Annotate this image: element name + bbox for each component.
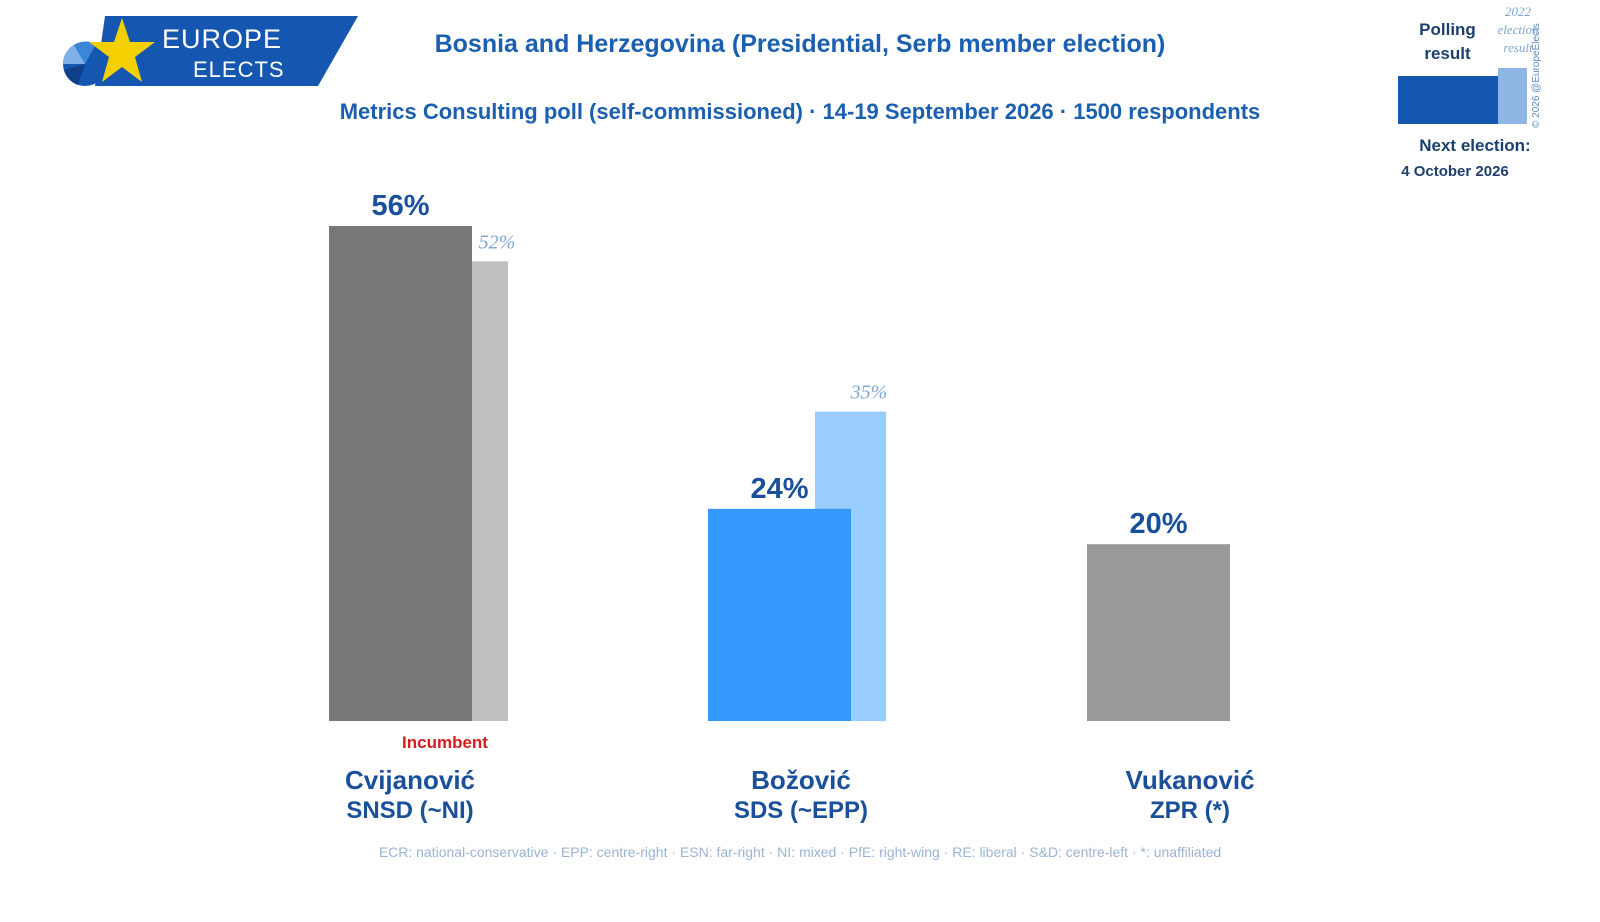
candidate-party: ZPR (*) (1150, 797, 1230, 824)
candidate-label-bozovic: Božović SDS (~EPP) (691, 764, 911, 826)
logo-text-elects: ELECTS (193, 57, 285, 82)
candidate-party: SNSD (~NI) (346, 797, 474, 824)
logo-text-europe: EUROPE (162, 24, 283, 54)
legend-polling-swatch (1398, 76, 1498, 124)
legend-polling-label: Polling result (1419, 20, 1476, 63)
bar-poll-bozovic (708, 508, 851, 721)
chart-title: Bosnia and Herzegovina (Presidential, Se… (434, 30, 1166, 58)
label-poll-vukanovic: 20% (1129, 508, 1187, 540)
next-election-label: Next election: (1419, 136, 1531, 155)
candidate-name: Vukanović (1125, 765, 1255, 795)
chart-subtitle: Metrics Consulting poll (self-commission… (339, 99, 1261, 124)
legend: Polling result 2022 election result © 20… (1398, 0, 1585, 200)
bar-poll-vukanovic (1087, 544, 1230, 721)
candidate-name: Cvijanović (344, 765, 476, 795)
incumbent-label: Incumbent (402, 733, 488, 752)
label-poll-bozovic: 24% (750, 473, 808, 505)
candidate-name: Božović (751, 765, 851, 795)
label-previous-cvijanovic: 52% (479, 231, 516, 253)
legend-result-swatch (1498, 68, 1527, 124)
bar-poll-cvijanovic (329, 225, 472, 721)
next-election-date: 4 October 2026 (1401, 163, 1509, 180)
label-poll-cvijanovic: 56% (371, 190, 429, 222)
candidate-label-vukanovic: Vukanović ZPR (*) (1080, 764, 1300, 826)
logo-graphic (63, 16, 358, 86)
party-group-footnote: ECR: national-conservative · EPP: centre… (378, 844, 1222, 860)
europe-elects-logo: EUROPE ELECTS (50, 12, 370, 92)
candidate-party: SDS (~EPP) (733, 797, 869, 824)
bar-previous-cvijanovic (472, 261, 508, 721)
candidate-label-cvijanovic: Cvijanović SNSD (~NI) (300, 764, 520, 826)
legend-result-label: 2022 election result (1497, 4, 1539, 55)
label-previous-bozovic: 35% (850, 382, 888, 404)
